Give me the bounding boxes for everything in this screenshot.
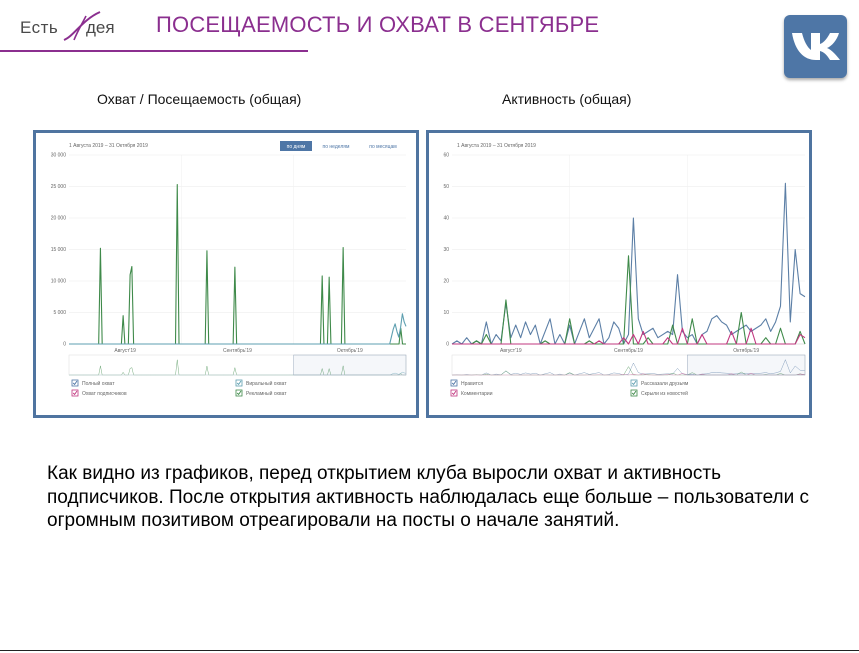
y-tick-label: 30 xyxy=(443,247,449,253)
navigator-range-handle[interactable] xyxy=(293,354,407,376)
activity-chart: 1 Августа 2019 – 31 Октября 2019 0 10 20 30… xyxy=(443,143,806,397)
reach-chart-panel: 1 Августа 2019 – 31 Октября 2019 по дням… xyxy=(33,130,419,418)
checkbox-icon[interactable] xyxy=(235,379,243,387)
x-tick-label: Август'19 xyxy=(500,348,522,354)
series-line xyxy=(452,327,806,345)
legend-label[interactable]: Охват подписчиков xyxy=(82,391,127,397)
checkbox-icon[interactable] xyxy=(450,379,458,387)
check-mark-icon xyxy=(72,390,78,396)
toggle-by-week[interactable]: по неделям xyxy=(323,144,350,150)
logo-word-1: Есть xyxy=(20,18,59,37)
reach-chart: 1 Августа 2019 – 31 Октября 2019 по дням… xyxy=(51,141,407,397)
footer-divider xyxy=(0,650,859,651)
toggle-day-bg[interactable] xyxy=(280,141,312,151)
logo-swoosh-icon xyxy=(63,11,101,41)
x-tick-label: Октябрь'19 xyxy=(337,348,363,354)
legend-label[interactable]: Полный охват xyxy=(82,380,115,387)
legend-label[interactable]: Виральный охват xyxy=(246,380,287,387)
checkbox-icon[interactable] xyxy=(630,389,638,397)
vk-glyph-icon xyxy=(792,33,840,60)
title-underline xyxy=(0,50,308,52)
checkbox-icon[interactable] xyxy=(630,379,638,387)
legend-label[interactable]: Нравится xyxy=(461,381,483,387)
activity-date-range: 1 Августа 2019 – 31 Октября 2019 xyxy=(457,143,536,149)
check-mark-icon xyxy=(236,390,242,396)
check-mark-icon xyxy=(72,380,78,386)
y-tick-label: 60 xyxy=(443,153,449,159)
y-tick-label: 20 xyxy=(443,279,449,285)
x-tick-label: Сентябрь'19 xyxy=(223,348,252,354)
checkbox-icon[interactable] xyxy=(450,389,458,397)
check-mark-icon xyxy=(631,380,637,386)
x-tick-label: Август'19 xyxy=(114,348,136,354)
x-tick-label: Октябрь'19 xyxy=(733,348,759,354)
y-tick-label: 50 xyxy=(443,184,449,190)
y-tick-label: 40 xyxy=(443,216,449,222)
navigator-line xyxy=(451,359,806,376)
y-tick-label: 0 xyxy=(446,342,449,348)
left-chart-caption: Охват / Посещаемость (общая) xyxy=(97,91,302,107)
vk-logo-icon[interactable] xyxy=(784,15,847,78)
check-mark-icon xyxy=(631,390,637,396)
y-tick-label: 20 000 xyxy=(51,216,67,222)
logo-word-2: дея xyxy=(86,18,115,37)
x-tick-label: Сентябрь'19 xyxy=(614,348,643,354)
toggle-by-day[interactable]: по дням xyxy=(287,144,306,150)
check-mark-icon xyxy=(451,390,457,396)
checkbox-icon[interactable] xyxy=(71,379,79,387)
navigator-range-handle[interactable] xyxy=(687,354,806,376)
page-title: ПОСЕЩАЕМОСТЬ И ОХВАТ В СЕНТЯБРЕ xyxy=(156,12,600,37)
legend-label[interactable]: Комментарии xyxy=(461,391,493,397)
y-tick-label: 10 xyxy=(443,310,449,316)
check-mark-icon xyxy=(236,380,242,386)
legend-label[interactable]: Рекламный охват xyxy=(246,390,287,397)
legend-label[interactable]: Скрыли из новостей xyxy=(641,390,688,397)
logo: Есть дея xyxy=(20,11,140,41)
check-mark-icon xyxy=(451,380,457,386)
series-line xyxy=(69,313,407,345)
right-chart-caption: Активность (общая) xyxy=(502,91,632,107)
checkbox-icon[interactable] xyxy=(71,389,79,397)
y-tick-label: 5 000 xyxy=(53,310,66,316)
y-tick-label: 15 000 xyxy=(51,247,67,253)
y-tick-label: 30 000 xyxy=(51,153,67,159)
y-tick-label: 0 xyxy=(63,342,66,348)
y-tick-label: 10 000 xyxy=(51,279,67,285)
activity-chart-panel: 1 Августа 2019 – 31 Октября 2019 0 10 20 30… xyxy=(426,130,812,418)
y-tick-label: 25 000 xyxy=(51,184,67,190)
checkbox-icon[interactable] xyxy=(235,389,243,397)
legend-label[interactable]: Рассказали друзьям xyxy=(641,381,689,387)
series-line xyxy=(69,184,406,345)
summary-paragraph: Как видно из графиков, перед открытием к… xyxy=(47,463,810,531)
toggle-by-month[interactable]: по месяцам xyxy=(369,144,397,150)
series-line xyxy=(451,182,806,345)
reach-date-range: 1 Августа 2019 – 31 Октября 2019 xyxy=(69,143,148,149)
